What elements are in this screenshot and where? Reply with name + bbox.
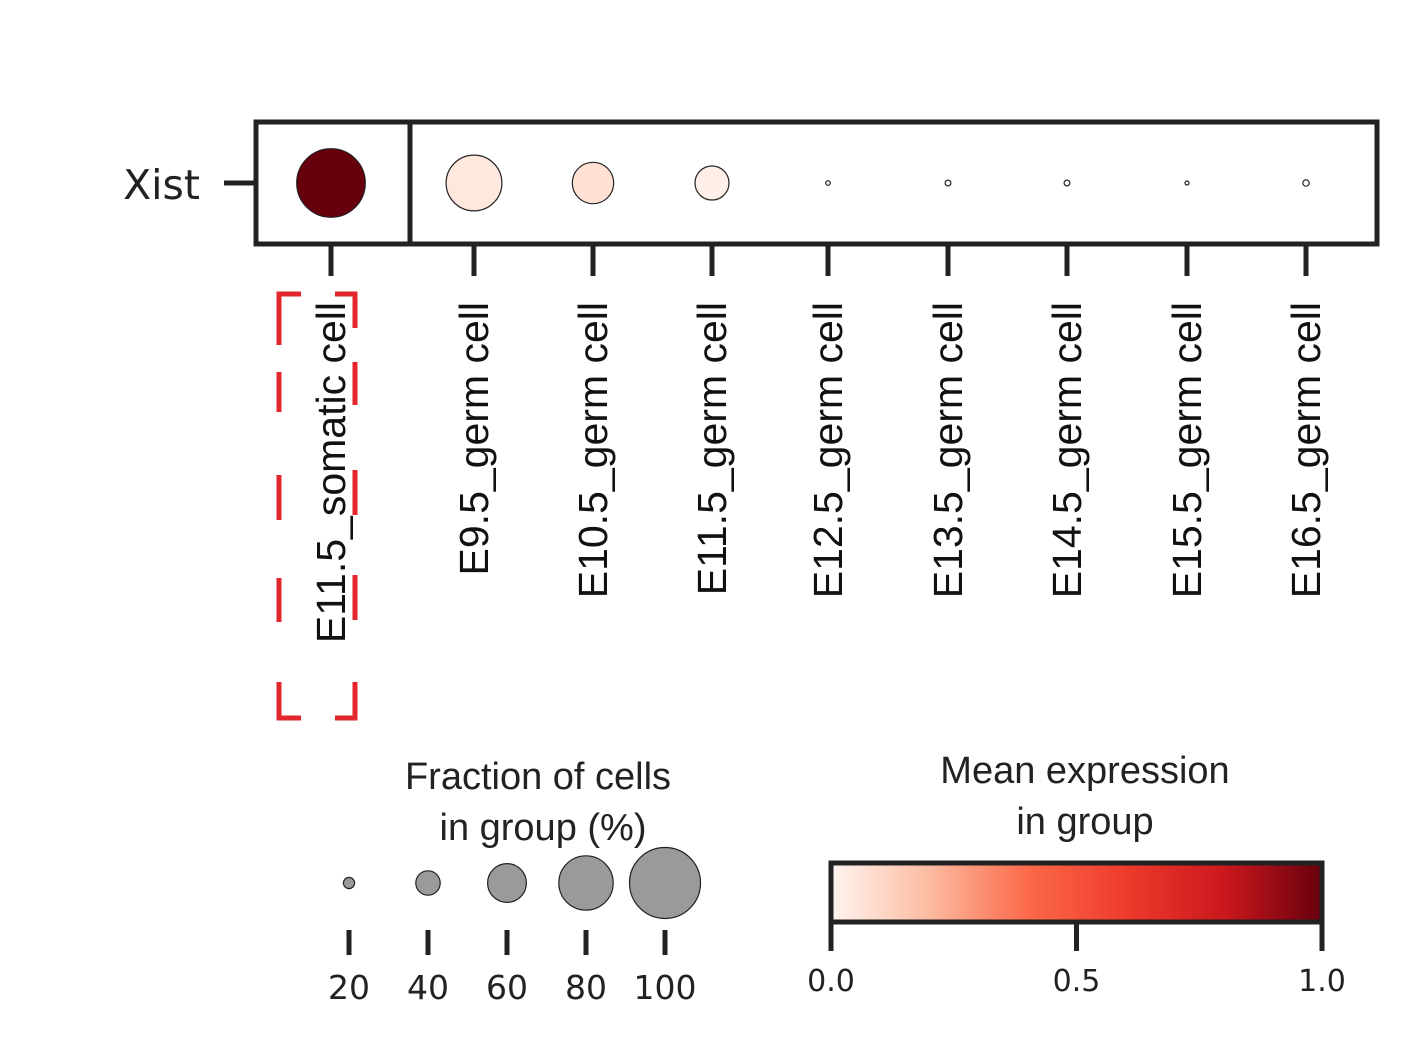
- bracket-top-right: [335, 291, 358, 328]
- highlight-box: [276, 291, 358, 721]
- dot-7: [1063, 179, 1071, 187]
- colorbar-label-3: 1.0: [1298, 964, 1346, 999]
- colorbar: [828, 860, 1325, 925]
- size-legend-dot-100: [628, 846, 702, 920]
- size-legend-label-60: 60: [486, 968, 528, 1007]
- colorbar-label-2: 0.5: [1053, 964, 1101, 999]
- category-ticks: [328, 246, 1309, 276]
- dot-3: [571, 161, 615, 205]
- color-legend-title-line1: Mean expression: [940, 750, 1229, 792]
- dot-series: [296, 148, 1310, 218]
- bracket-top-left: [276, 291, 301, 345]
- gene-label: Xist: [123, 161, 200, 209]
- dotplot-panel: Xist E11.5_somatic cell E9.5_germ cell E10…: [123, 119, 1380, 721]
- dot-9: [1302, 179, 1310, 187]
- dot-1: [296, 148, 366, 218]
- category-label-5: E12.5_germ cell: [805, 302, 851, 598]
- category-label-7: E14.5_germ cell: [1044, 302, 1090, 598]
- size-legend-label-40: 40: [407, 968, 449, 1007]
- color-legend-title-line2: in group: [1016, 801, 1153, 843]
- size-legend-title-line1: Fraction of cells: [405, 756, 671, 798]
- category-labels: E11.5_somatic cell E9.5_germ cell E10.5_ge…: [308, 302, 1329, 643]
- category-label-2: E9.5_germ cell: [451, 302, 497, 575]
- color-legend: Mean expression in group 0.0 0.5 1.0: [807, 750, 1346, 999]
- size-legend-dot-40: [415, 870, 441, 896]
- size-legend-label-100: 100: [634, 968, 697, 1007]
- colorbar-label-1: 0.0: [807, 964, 855, 999]
- size-legend: Fraction of cells in group (%) 20 40 60 80 1…: [328, 756, 702, 1007]
- size-legend-dot-80: [558, 855, 614, 911]
- size-legend-dot-60: [487, 862, 528, 903]
- dot-5: [825, 180, 831, 186]
- bracket-bottom-left: [276, 682, 301, 721]
- plot-frame: [253, 119, 1380, 247]
- category-label-4: E11.5_germ cell: [689, 302, 735, 595]
- category-label-8: E15.5_germ cell: [1164, 302, 1210, 598]
- colorbar-ticks: 0.0 0.5 1.0: [807, 924, 1346, 999]
- bracket-bottom-right: [335, 682, 358, 721]
- category-label-3: E10.5_germ cell: [570, 302, 616, 598]
- size-legend-title-line2: in group (%): [440, 807, 647, 849]
- category-label-6: E13.5_germ cell: [925, 302, 971, 598]
- size-legend-label-80: 80: [565, 968, 607, 1007]
- category-label-1: E11.5_somatic cell: [308, 302, 354, 643]
- dot-8: [1184, 180, 1190, 186]
- dot-2: [445, 154, 503, 212]
- size-legend-dot-20: [342, 876, 356, 890]
- size-legend-label-20: 20: [328, 968, 370, 1007]
- dot-6: [944, 179, 952, 187]
- category-label-9: E16.5_germ cell: [1283, 302, 1329, 598]
- size-legend-dots: 20 40 60 80 100: [328, 846, 702, 1007]
- dot-4: [694, 165, 730, 201]
